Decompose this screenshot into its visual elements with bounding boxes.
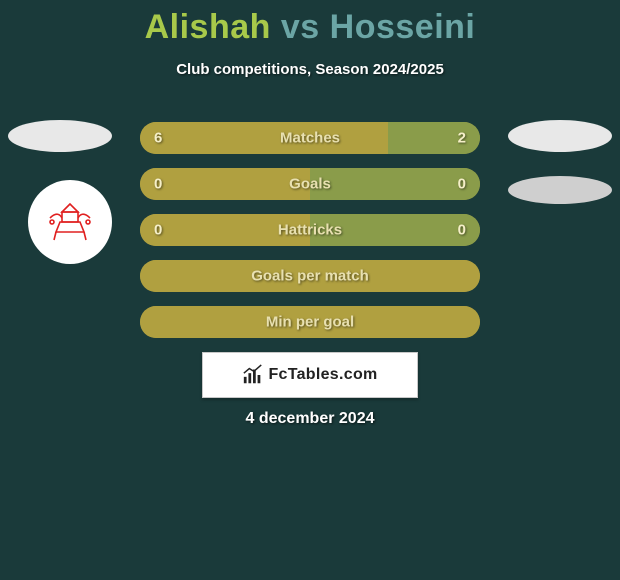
stat-label: Hattricks (278, 222, 342, 239)
stat-row: 6 2 Matches (140, 122, 480, 154)
stat-label: Matches (280, 130, 340, 147)
player2-badge-ellipse (508, 120, 612, 152)
vs-separator: vs (281, 8, 320, 46)
chart-icon (242, 364, 264, 386)
page-title: Alishah vs Hosseini (0, 0, 620, 47)
brand-label: FcTables.com (268, 366, 377, 384)
stat-fill-left (140, 168, 310, 200)
stat-label: Goals per match (251, 268, 369, 285)
player1-name: Alishah (145, 8, 271, 46)
stat-value-right: 2 (458, 130, 466, 147)
stat-fill-right (310, 168, 480, 200)
stat-fill-left (140, 122, 388, 154)
stat-value-right: 0 (458, 222, 466, 239)
stat-label: Goals (289, 176, 331, 193)
player2-badge-ellipse-2 (508, 176, 612, 204)
brand-box[interactable]: FcTables.com (202, 352, 418, 398)
stat-row: Goals per match (140, 260, 480, 292)
stat-value-left: 6 (154, 130, 162, 147)
stat-label: Min per goal (266, 314, 354, 331)
player1-crest (28, 180, 112, 264)
subtitle: Club competitions, Season 2024/2025 (0, 61, 620, 78)
stat-row: 0 0 Goals (140, 168, 480, 200)
stat-value-right: 0 (458, 176, 466, 193)
stat-row: 0 0 Hattricks (140, 214, 480, 246)
stat-value-left: 0 (154, 176, 162, 193)
player1-badge-ellipse (8, 120, 112, 152)
date-label: 4 december 2024 (246, 410, 375, 428)
stats-rows: 6 2 Matches 0 0 Goals 0 0 Hattricks Goals per mat… (140, 122, 480, 352)
player2-name: Hosseini (330, 8, 476, 46)
stat-row: Min per goal (140, 306, 480, 338)
stat-value-left: 0 (154, 222, 162, 239)
stat-fill-right (388, 122, 480, 154)
crest-icon (40, 192, 100, 252)
